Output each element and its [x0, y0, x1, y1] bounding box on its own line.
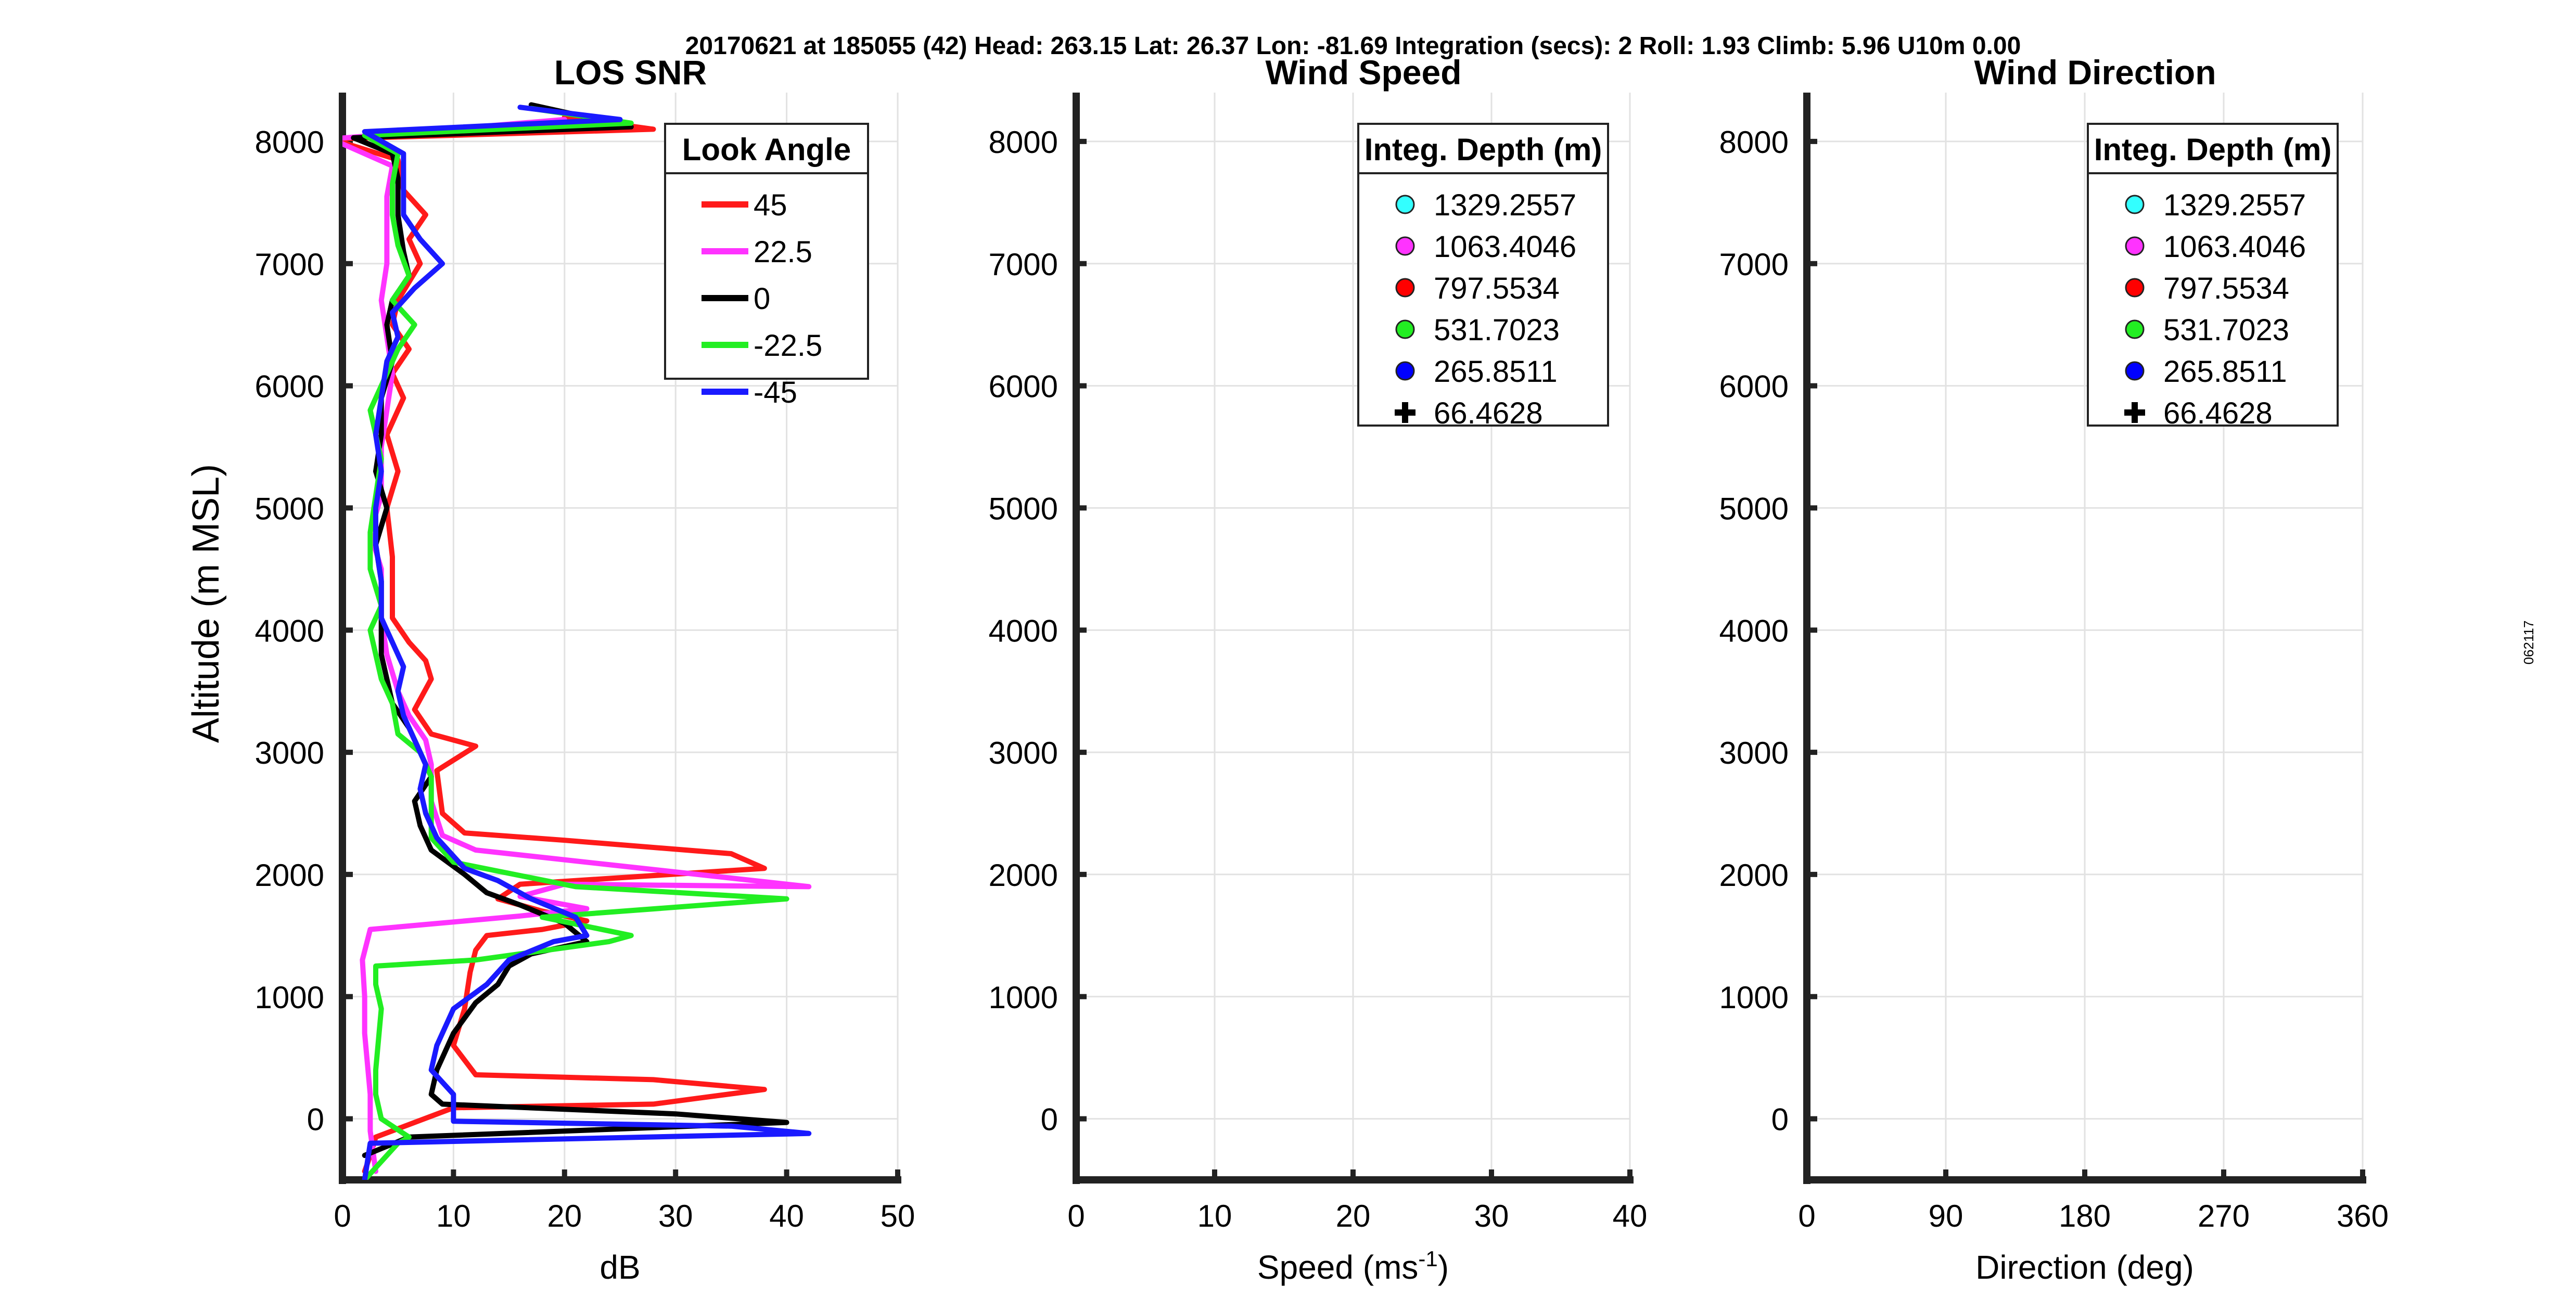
y-tick-label: 4000 [989, 613, 1058, 648]
y-tick-label: 6000 [255, 369, 324, 404]
x-tick-label: 90 [1929, 1199, 1963, 1233]
legend-label-531.7023: 531.7023 [2163, 313, 2289, 347]
legend-label-265.8511: 265.8511 [2163, 355, 2287, 389]
y-tick-label: 5000 [255, 491, 324, 526]
legend-box [664, 123, 869, 380]
y-axis-label: Altitude (m MSL) [185, 464, 227, 743]
series-line-45 [342, 114, 767, 1174]
legend-label-45: 45 [754, 188, 787, 222]
x-axis-label: dB [600, 1249, 640, 1286]
series-line--22.5 [362, 106, 789, 1180]
legend-label-22.5: 22.5 [754, 235, 812, 269]
y-tick-label: 0 [307, 1102, 324, 1137]
y-tick-label: 2000 [989, 858, 1058, 893]
legend-title: Look Angle [682, 132, 851, 167]
x-axis-label-end: ) [1438, 1249, 1449, 1286]
legend-marker-531.7023 [1395, 319, 1415, 339]
y-tick-label: 2000 [255, 858, 324, 893]
y-tick-label: 1000 [255, 980, 324, 1015]
panel-1: 0 10 20 30 40 50 0 1000 2000 3000 4000 5000 6000 7000… [185, 53, 915, 1286]
panel-title: Wind Direction [1974, 53, 2216, 92]
y-tick-label: 1000 [989, 980, 1058, 1015]
x-tick-label: 30 [1474, 1199, 1509, 1233]
x-tick-label: 20 [1336, 1199, 1371, 1233]
legend-label-66.4628: 66.4628 [1434, 396, 1543, 430]
legend-marker-265.8511 [1395, 361, 1415, 381]
legend-marker-797.5534 [2125, 278, 2145, 298]
legend-marker-1063.4046 [2125, 236, 2145, 256]
x-axis-label: Speed (ms-1) [1257, 1246, 1449, 1286]
x-axis-label-superscript: -1 [1418, 1246, 1437, 1271]
side-label: 062117 [2521, 621, 2536, 665]
x-axis-label: Direction (deg) [1975, 1249, 2194, 1286]
legend-label-1063.4046: 1063.4046 [2163, 230, 2306, 264]
legend-label-1329.2557: 1329.2557 [2163, 188, 2306, 222]
legend-label-0: 0 [754, 282, 770, 316]
x-tick-label: 180 [2059, 1199, 2111, 1233]
panel-3: 0 90 180 270 360 0 1000 2000 3000 4000 5000 6000 700… [1719, 53, 2389, 1286]
y-tick-label: 0 [1771, 1102, 1789, 1137]
y-tick-label: 5000 [1719, 491, 1789, 526]
series-line-22.5 [342, 117, 812, 1174]
legend-label-531.7023: 531.7023 [1434, 313, 1560, 347]
y-tick-label: 7000 [255, 247, 324, 282]
x-tick-label: 270 [2198, 1199, 2250, 1233]
legend-marker-1329.2557 [2125, 195, 2145, 214]
panels: 0 10 20 30 40 5001000200030004000500060007000… [185, 53, 2389, 1286]
legend-marker-1063.4046 [1395, 236, 1415, 256]
legend-title: Integ. Depth (m) [2094, 132, 2332, 167]
series-line--45 [362, 105, 812, 1180]
y-tick-label: 1000 [1719, 980, 1789, 1015]
x-tick-label: 10 [436, 1199, 471, 1233]
x-tick-label: 360 [2337, 1199, 2389, 1233]
x-tick-label: 30 [658, 1199, 693, 1233]
legend-label-797.5534: 797.5534 [2163, 272, 2289, 305]
series-group [342, 102, 812, 1180]
y-tick-label: 3000 [255, 736, 324, 770]
x-tick-label: 20 [547, 1199, 582, 1233]
x-tick-label: 0 [1798, 1199, 1815, 1233]
panel-title: LOS SNR [554, 53, 707, 92]
legend-marker-1329.2557 [1395, 195, 1415, 214]
x-tick-label: 40 [1613, 1199, 1648, 1233]
y-tick-label: 7000 [989, 247, 1058, 282]
y-tick-label: 6000 [989, 369, 1058, 404]
y-tick-label: 8000 [1719, 125, 1789, 160]
legend-title: Integ. Depth (m) [1364, 132, 1602, 167]
legend-label-265.8511: 265.8511 [1434, 355, 1558, 389]
legend-marker-265.8511 [2125, 361, 2145, 381]
legend-label-797.5534: 797.5534 [1434, 272, 1560, 305]
x-tick-label: 0 [1067, 1199, 1085, 1233]
legend-label--45: -45 [754, 376, 797, 409]
y-tick-label: 2000 [1719, 858, 1789, 893]
figure-header: 20170621 at 185055 (42) Head: 263.15 Lat… [685, 32, 2021, 60]
y-tick-label: 6000 [1719, 369, 1789, 404]
y-tick-label: 5000 [989, 491, 1058, 526]
y-tick-label: 3000 [1719, 736, 1789, 770]
legend-label-66.4628: 66.4628 [2163, 396, 2273, 430]
x-tick-label: 50 [881, 1199, 915, 1233]
y-tick-label: 4000 [1719, 613, 1789, 648]
panel-title: Wind Speed [1265, 53, 1461, 92]
legend-marker-531.7023 [2125, 319, 2145, 339]
y-tick-label: 8000 [989, 125, 1058, 160]
x-tick-label: 40 [769, 1199, 804, 1233]
y-tick-label: 7000 [1719, 247, 1789, 282]
legend-marker-797.5534 [1395, 278, 1415, 298]
y-tick-label: 8000 [255, 125, 324, 160]
y-tick-label: 4000 [255, 613, 324, 648]
panel-2: 0 10 20 30 40 0 1000 2000 3000 4000 5000 6000 7000 80… [989, 53, 1648, 1286]
legend-label--22.5: -22.5 [754, 329, 822, 363]
x-tick-label: 10 [1197, 1199, 1232, 1233]
y-tick-label: 3000 [989, 736, 1058, 770]
y-tick-label: 0 [1041, 1102, 1058, 1137]
legend-label-1063.4046: 1063.4046 [1434, 230, 1576, 264]
x-tick-label: 0 [334, 1199, 351, 1233]
legend-label-1329.2557: 1329.2557 [1434, 188, 1576, 222]
